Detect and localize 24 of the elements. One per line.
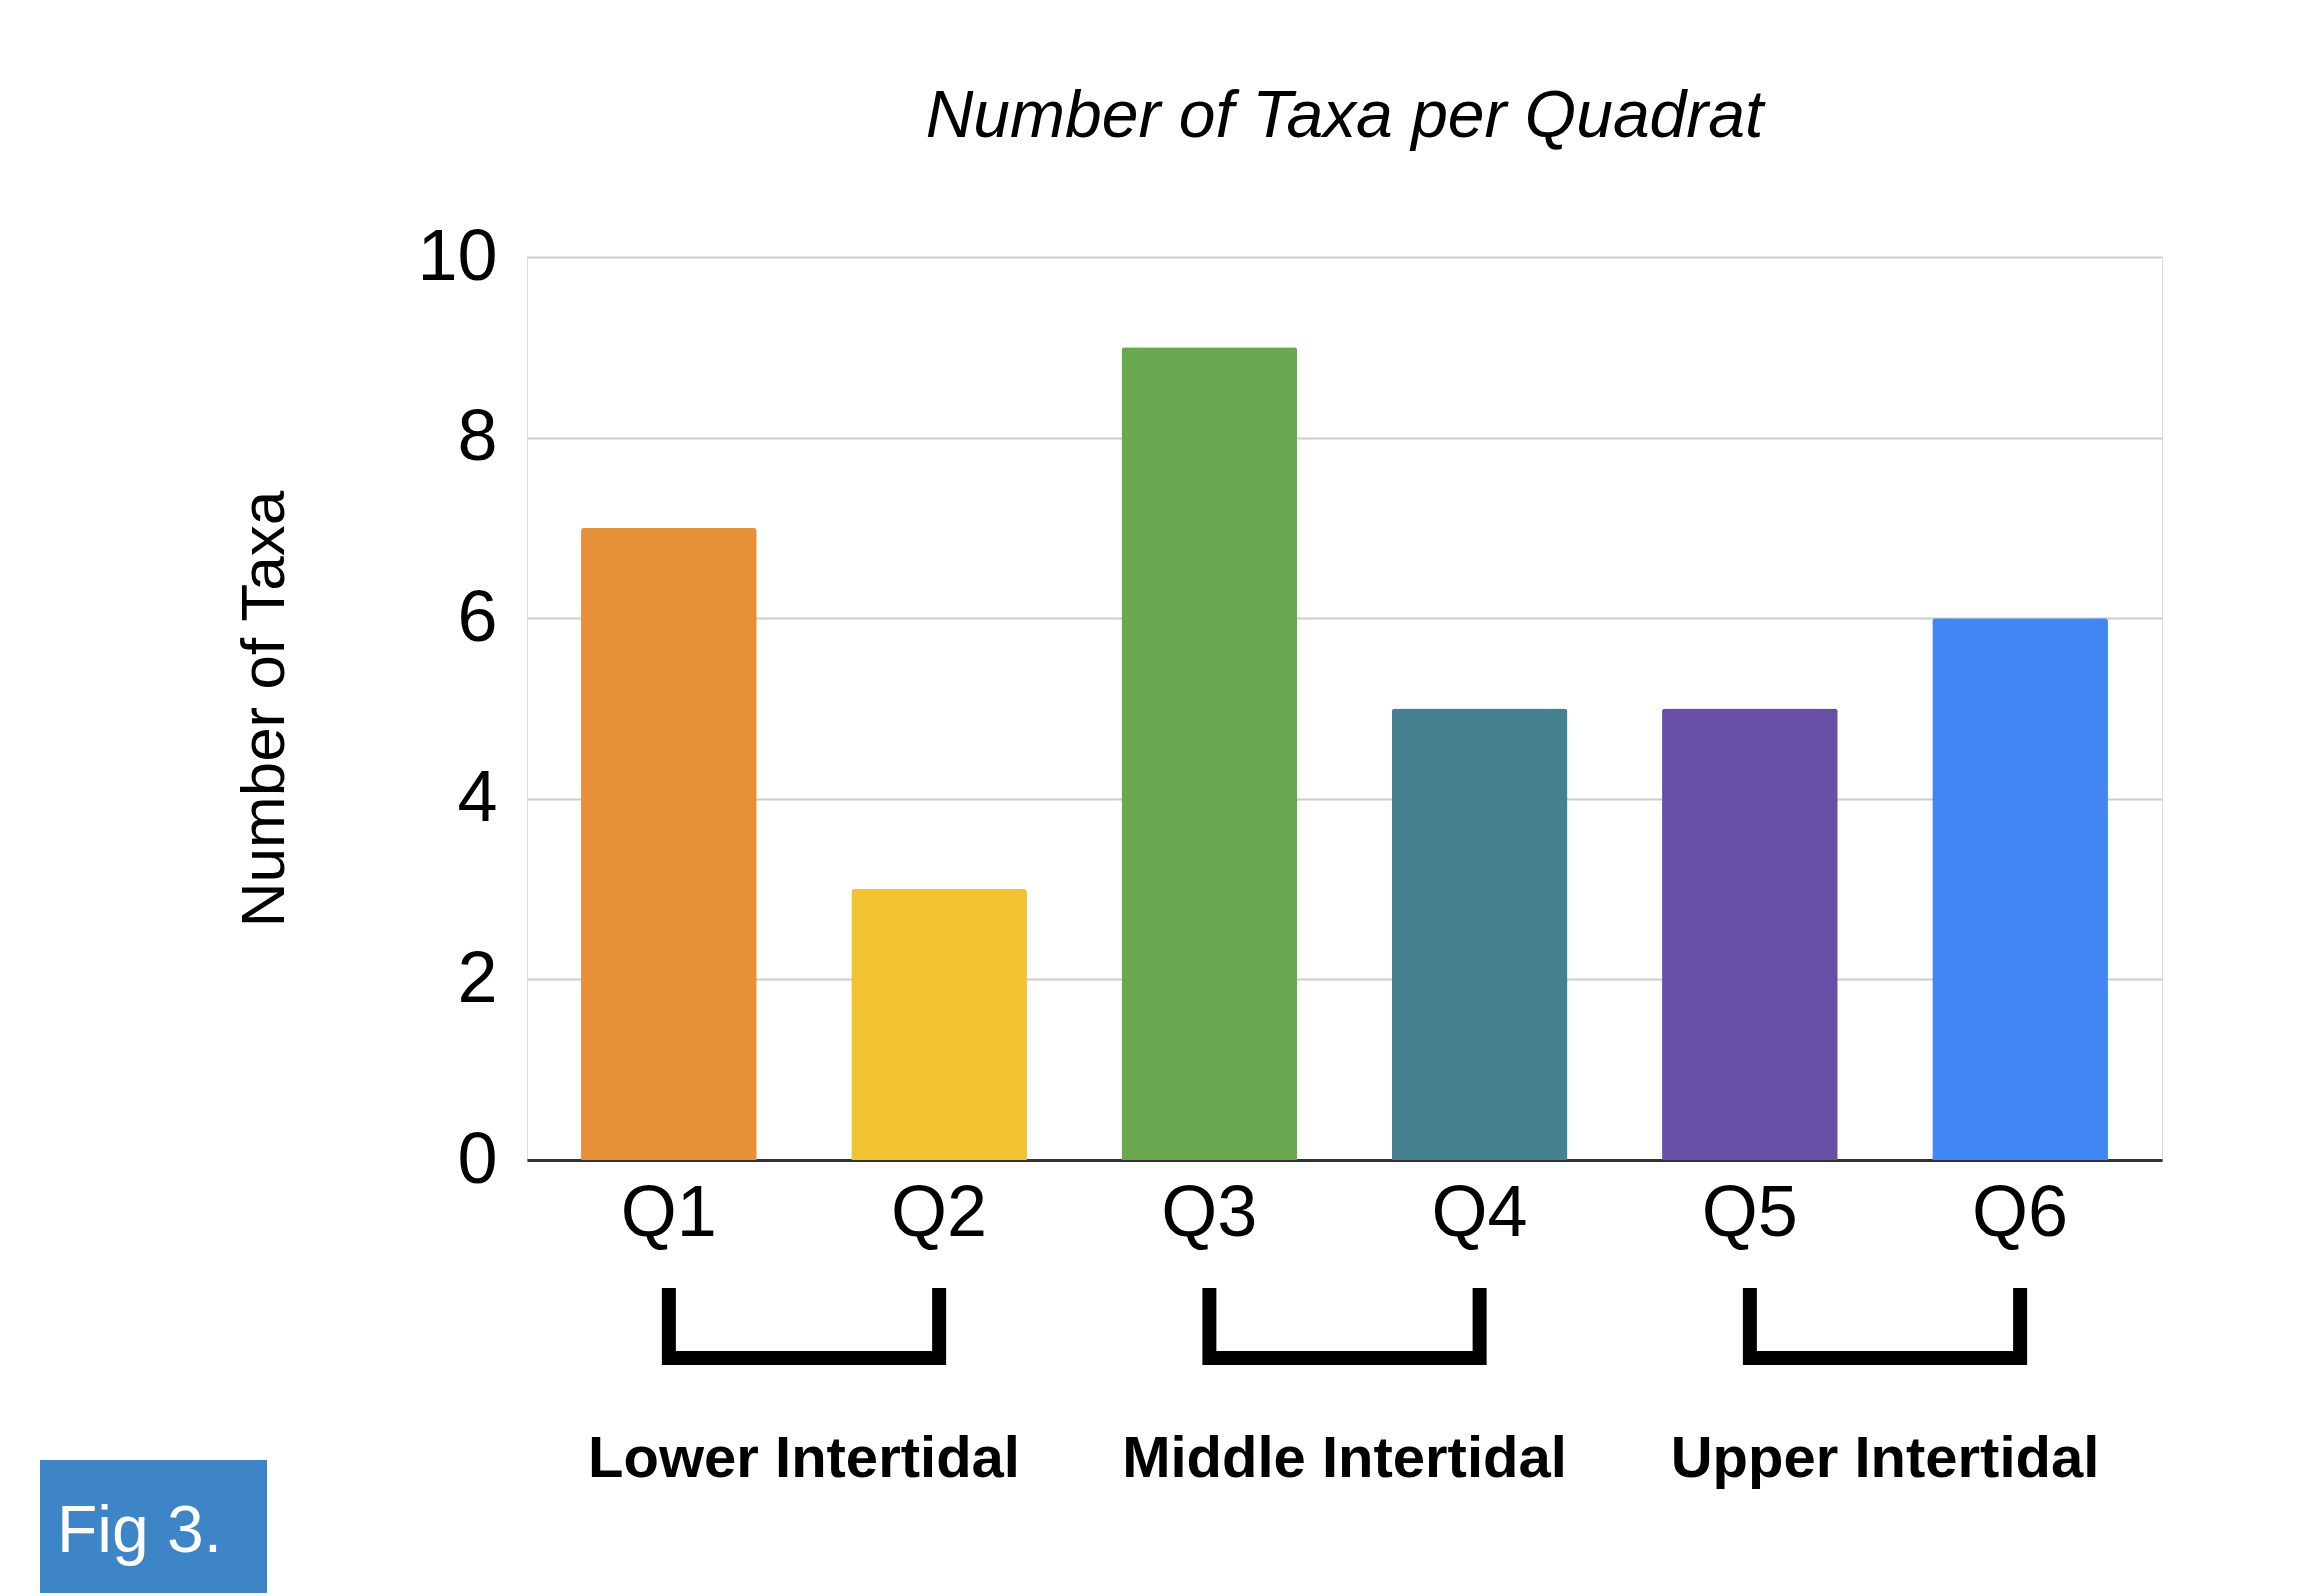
y-tick-label: 6 [457, 575, 498, 656]
y-tick-label: 4 [457, 756, 498, 837]
chart-title: Number of Taxa per Quadrat [925, 77, 1766, 151]
bar [1932, 618, 2108, 1160]
x-tick-label: Q4 [1431, 1170, 1528, 1251]
text: Upper Intertidal [1670, 1424, 2100, 1489]
text: Lower Intertidal [588, 1424, 1020, 1489]
text: Middle Intertidal [1122, 1424, 1567, 1489]
bar [851, 889, 1027, 1160]
y-tick-label: 0 [457, 1117, 498, 1198]
x-tick-label: Q3 [1161, 1170, 1258, 1251]
x-tick-label: Q6 [1972, 1170, 2069, 1251]
y-tick-label: 8 [457, 395, 498, 476]
bar [1662, 708, 1838, 1160]
x-tick-label: Q5 [1701, 1170, 1798, 1251]
bar [581, 527, 757, 1160]
x-tick-label: Q2 [891, 1170, 988, 1251]
y-tick-label: 2 [457, 936, 498, 1017]
bar [1391, 708, 1568, 1160]
caption: Fig 3. [57, 1492, 223, 1566]
bar [1121, 347, 1298, 1160]
y-axis-title: Number of Taxa [228, 490, 298, 928]
x-tick-label: Q1 [620, 1170, 717, 1251]
y-tick-label: 10 [417, 214, 498, 295]
